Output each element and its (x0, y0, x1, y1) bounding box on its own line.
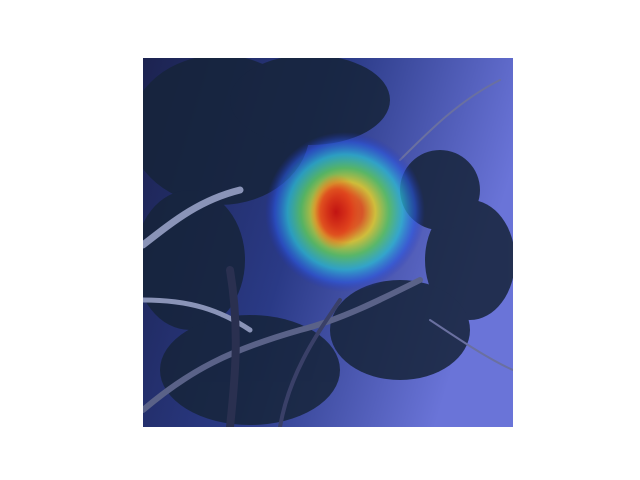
branches (143, 79, 513, 427)
heatmap-core (310, 174, 362, 250)
photo (143, 58, 513, 427)
